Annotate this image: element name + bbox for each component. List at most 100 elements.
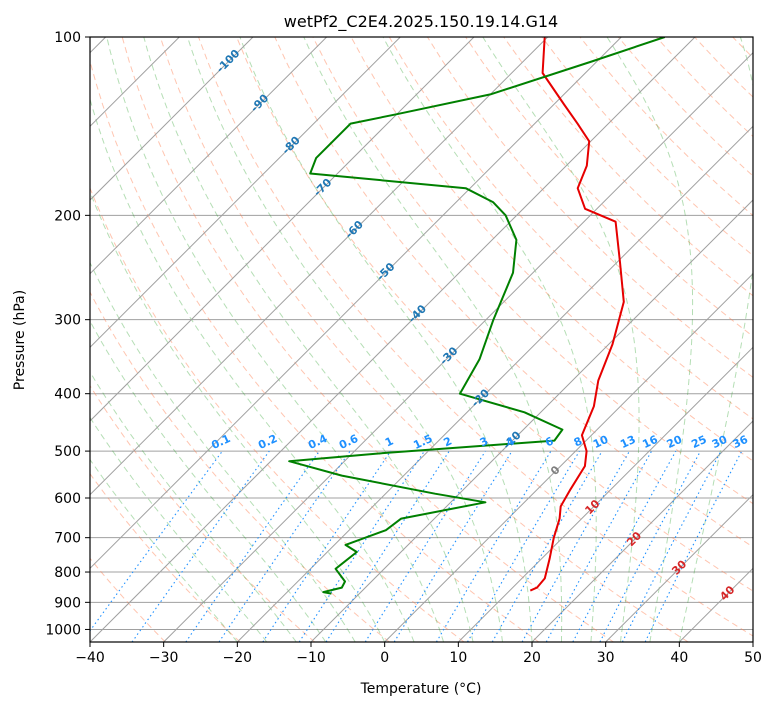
y-tick-label: 400 — [54, 387, 81, 403]
moist-adiabat-line — [106, 37, 445, 642]
isotherm-line — [90, 37, 401, 349]
isotherm-line — [90, 37, 622, 570]
isotherm-line — [678, 567, 753, 642]
dry-adiabat-line — [90, 186, 465, 642]
isotherm-label: -90 — [248, 91, 271, 114]
y-tick-label: 300 — [54, 313, 81, 329]
chart-title: wetPf2_C2E4.2025.150.19.14.G14 — [284, 12, 558, 32]
dry-adiabat-line — [694, 37, 753, 98]
isotherm-label: -30 — [437, 344, 460, 367]
mixing-ratio-label: 3 — [478, 434, 490, 449]
moist-adiabat-line — [482, 37, 640, 642]
moist-adiabat-line — [187, 37, 503, 642]
x-tick-label: 30 — [597, 650, 615, 666]
isotherm-line — [752, 641, 753, 642]
moist-adiabat-line — [90, 416, 268, 642]
mixing-ratio-line — [131, 450, 270, 642]
y-tick-label: 500 — [54, 444, 81, 460]
dry-adiabat-line — [274, 37, 753, 548]
dry-adiabat-line — [656, 37, 753, 138]
moist-adiabat-line — [90, 320, 327, 642]
dry-adiabat-line — [503, 37, 753, 297]
isotherm-line — [90, 37, 328, 275]
moist-adiabat-line — [239, 37, 533, 642]
dry-adiabat-line — [426, 37, 753, 378]
moist-adiabat-line — [303, 37, 563, 642]
plot-frame — [89, 36, 754, 643]
x-tick-label: 40 — [670, 650, 688, 666]
dry-adiabat-line — [465, 37, 753, 338]
dry-adiabat-line — [159, 37, 689, 642]
mixing-ratio-label: 25 — [689, 433, 708, 451]
moist-adiabat-line — [678, 37, 753, 642]
moist-adiabat-line — [382, 37, 597, 642]
mixing-ratio-line — [644, 450, 743, 642]
x-tick-label: −40 — [75, 650, 105, 666]
isotherm-line — [384, 272, 753, 642]
moist-adiabat-line — [90, 458, 238, 642]
isotherm-line — [236, 125, 753, 642]
isotherm-line — [90, 37, 549, 496]
dry-adiabat-line — [121, 37, 614, 642]
isotherm-line — [163, 51, 753, 642]
dewpoint-profile-line — [288, 37, 666, 595]
dry-adiabat-line — [90, 59, 540, 642]
mixing-ratio-label: 6 — [543, 434, 556, 449]
axes: −40 −30 −20 −10 0 10 20 30 40 5010020030040050060… — [45, 30, 762, 666]
dry-adiabat-line — [90, 472, 241, 642]
mixing-ratio-label: 0.1 — [209, 432, 232, 452]
mixing-ratio-line — [185, 450, 320, 642]
dry-adiabat-line — [350, 37, 753, 462]
y-tick-label: 600 — [54, 491, 81, 507]
moist-adiabat-line — [143, 37, 474, 642]
mixing-ratio-label: 13 — [618, 433, 637, 451]
dry-adiabat-line — [388, 37, 753, 420]
isotherm-label: 10 — [582, 497, 602, 517]
isotherm-line — [605, 493, 753, 642]
mixing-ratio-line — [262, 450, 392, 642]
mixing-ratio-line — [218, 450, 351, 642]
dry-adiabat-line — [236, 37, 753, 592]
y-tick-label: 100 — [54, 30, 81, 46]
moist-adiabat-line — [90, 190, 386, 642]
isotherm-line — [531, 420, 753, 642]
dry-adiabat-line — [90, 384, 316, 642]
isotherm-label: -70 — [311, 176, 334, 199]
mixing-ratio-line — [435, 450, 552, 642]
background-lines — [90, 37, 775, 642]
isotherm-label: -50 — [374, 260, 397, 283]
x-tick-label: 50 — [744, 650, 762, 666]
isotherm-line — [457, 346, 753, 642]
x-tick-label: −30 — [149, 650, 179, 666]
mixing-ratio-label: 36 — [731, 433, 751, 451]
dry-adiabat-line — [312, 37, 753, 505]
mixing-ratio-label: 20 — [665, 433, 685, 451]
x-tick-label: −20 — [223, 650, 253, 666]
y-tick-label: 700 — [54, 531, 81, 547]
dry-adiabat-line — [732, 37, 753, 59]
mixing-ratio-label: 30 — [710, 433, 730, 451]
y-tick-label: 900 — [54, 595, 81, 611]
isotherm-line — [90, 37, 254, 201]
mixing-ratio-line — [90, 450, 223, 632]
y-tick-label: 800 — [54, 565, 81, 581]
moist-adiabat-line — [606, 37, 694, 642]
mixing-ratio-line — [325, 450, 450, 642]
x-tick-label: 20 — [523, 650, 541, 666]
dry-adiabat-line — [771, 37, 775, 642]
moist-adiabat-line — [90, 370, 297, 642]
x-tick-label: −10 — [296, 650, 326, 666]
moist-adiabat-line — [90, 261, 356, 642]
mixing-ratio-line — [572, 450, 677, 642]
mixing-ratio-line — [393, 450, 513, 642]
y-axis-label: Pressure (hPa) — [12, 290, 28, 390]
line-labels: -100-90-80-70-60-50-40-30-20-10010203040… — [209, 47, 750, 604]
dry-adiabat-line — [90, 291, 390, 642]
x-axis-label: Temperature (°C) — [360, 681, 482, 697]
mixing-ratio-label: 0.4 — [306, 432, 329, 452]
x-tick-label: 10 — [449, 650, 467, 666]
isotherm-line — [90, 37, 696, 642]
mixing-ratio-line — [298, 450, 425, 642]
temperature-profile-line — [529, 37, 625, 592]
